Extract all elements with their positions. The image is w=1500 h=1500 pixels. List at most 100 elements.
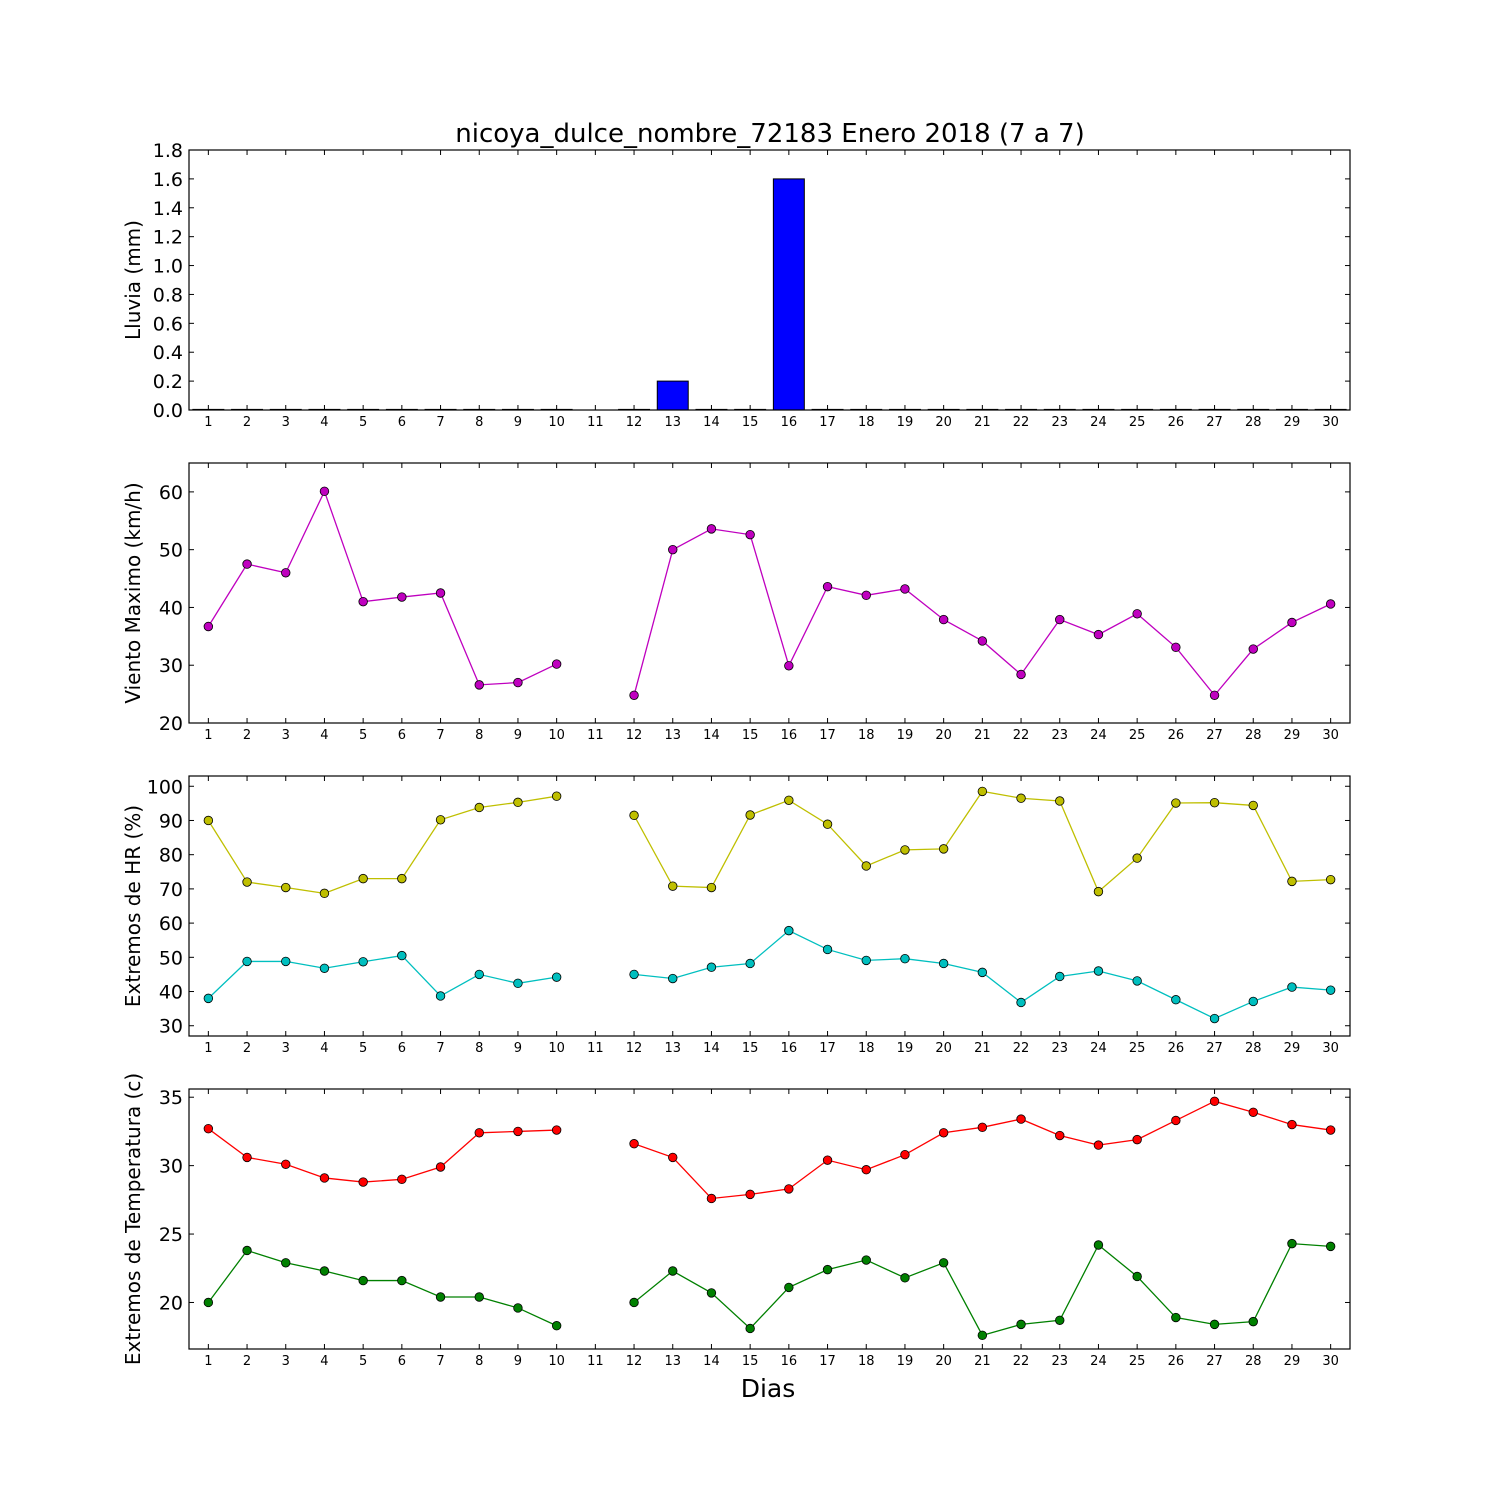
data-point	[668, 544, 678, 555]
x-tick-label: 28	[1245, 1041, 1262, 1056]
x-tick-label: 10	[548, 728, 565, 743]
data-point	[1325, 1241, 1336, 1252]
data-point	[706, 524, 717, 534]
data-point	[319, 888, 330, 899]
data-point	[938, 1128, 949, 1138]
x-tick-label: 23	[1051, 1041, 1068, 1056]
x-tick-label: 6	[398, 1354, 406, 1369]
data-point	[203, 1297, 214, 1308]
x-tick-label: 3	[282, 728, 290, 743]
data-point	[435, 815, 446, 825]
data-point	[397, 1275, 407, 1286]
data-point	[1171, 1115, 1181, 1126]
data-point	[1209, 1096, 1220, 1107]
data-point	[938, 844, 949, 854]
data-point	[203, 621, 214, 632]
chart-title: nicoya_dulce_nombre_72183 Enero 2018 (7 …	[455, 119, 1084, 149]
x-tick-label: 23	[1051, 1354, 1068, 1369]
x-tick-label: 13	[664, 1354, 681, 1369]
x-tick-label: 10	[548, 1354, 565, 1369]
x-tick-label: 17	[819, 1354, 836, 1369]
panel-1: 0.00.20.40.60.81.01.21.41.61.81 2 3 4 5 6 7 8 9 1…	[121, 140, 1351, 430]
x-tick-label: 19	[897, 728, 914, 743]
data-point	[1248, 1107, 1258, 1117]
y-tick-label: 40	[159, 982, 183, 1004]
x-tick-label: 15	[742, 728, 759, 743]
x-tick-label: 24	[1090, 1041, 1107, 1056]
y-tick-label: 70	[159, 879, 183, 901]
data-point	[861, 1255, 871, 1265]
x-tick-label: 22	[1013, 1354, 1030, 1369]
data-point	[1325, 599, 1336, 609]
data-point	[706, 882, 717, 893]
y-axis-label: Extremos de HR (%)	[121, 805, 145, 1007]
data-point	[1287, 1119, 1297, 1130]
x-tick-label: 29	[1284, 415, 1301, 430]
x-tick-label: 11	[587, 415, 604, 430]
x-tick-label: 22	[1013, 415, 1030, 430]
data-point	[203, 993, 214, 1004]
data-point	[784, 1184, 794, 1194]
data-point	[242, 1152, 252, 1163]
data-point	[745, 1189, 755, 1200]
x-tick-label: 22	[1013, 1041, 1030, 1056]
data-point	[281, 956, 291, 967]
data-point	[861, 1165, 871, 1175]
data-point	[1132, 609, 1142, 619]
x-tick-label: 16	[781, 415, 798, 430]
y-tick-label: 80	[159, 845, 183, 867]
plot-frame	[188, 1088, 1351, 1350]
x-tick-label: 10	[548, 1041, 565, 1056]
data-point	[938, 614, 949, 625]
x-tick-label: 29	[1284, 1041, 1301, 1056]
data-point	[706, 1288, 717, 1298]
data-point	[822, 944, 833, 955]
data-point	[1016, 1114, 1026, 1124]
data-point	[474, 1128, 484, 1138]
data-point	[1093, 966, 1104, 976]
data-point	[1171, 642, 1181, 653]
data-point	[1055, 796, 1065, 806]
x-tick-label: 11	[587, 1041, 604, 1056]
x-tick-label: 15	[742, 1041, 759, 1056]
data-point	[977, 1122, 988, 1133]
data-point	[1248, 800, 1258, 811]
data-point	[242, 877, 252, 887]
series-1-line	[633, 528, 1331, 697]
y-tick-label: 50	[159, 947, 183, 969]
data-point	[822, 819, 833, 829]
x-tick-label: 27	[1206, 728, 1223, 743]
x-tick-label: 2	[243, 1354, 251, 1369]
x-tick-label: 8	[475, 728, 483, 743]
y-tick-label: 1.2	[153, 227, 183, 249]
data-point	[900, 1273, 910, 1283]
data-point	[281, 1159, 291, 1169]
x-tick-label: 5	[359, 415, 367, 430]
data-point	[474, 680, 484, 690]
data-point	[1055, 1130, 1065, 1141]
data-point	[938, 958, 949, 969]
x-tick-label: 12	[626, 1354, 643, 1369]
data-point	[397, 592, 407, 602]
data-point	[784, 925, 794, 936]
series-1-line	[207, 795, 557, 895]
y-tick-label: 0.6	[153, 313, 183, 335]
y-tick-label: 1.8	[153, 140, 183, 162]
x-tick-label: 3	[282, 1354, 290, 1369]
x-tick-label: 28	[1245, 415, 1262, 430]
x-tick-label: 17	[819, 1041, 836, 1056]
x-tick-label: 8	[475, 415, 483, 430]
series-1-line	[633, 1100, 1331, 1200]
data-point	[861, 955, 871, 966]
x-tick-label: 3	[282, 415, 290, 430]
y-tick-label: 1.4	[153, 198, 183, 220]
data-point	[629, 969, 639, 980]
x-tick-label: 4	[320, 728, 328, 743]
x-tick-label: 2	[243, 1041, 251, 1056]
x-tick-label: 5	[359, 1041, 367, 1056]
x-tick-label: 15	[742, 415, 759, 430]
x-tick-label: 4	[320, 1041, 328, 1056]
data-point	[977, 636, 988, 646]
data-point	[1055, 614, 1065, 625]
